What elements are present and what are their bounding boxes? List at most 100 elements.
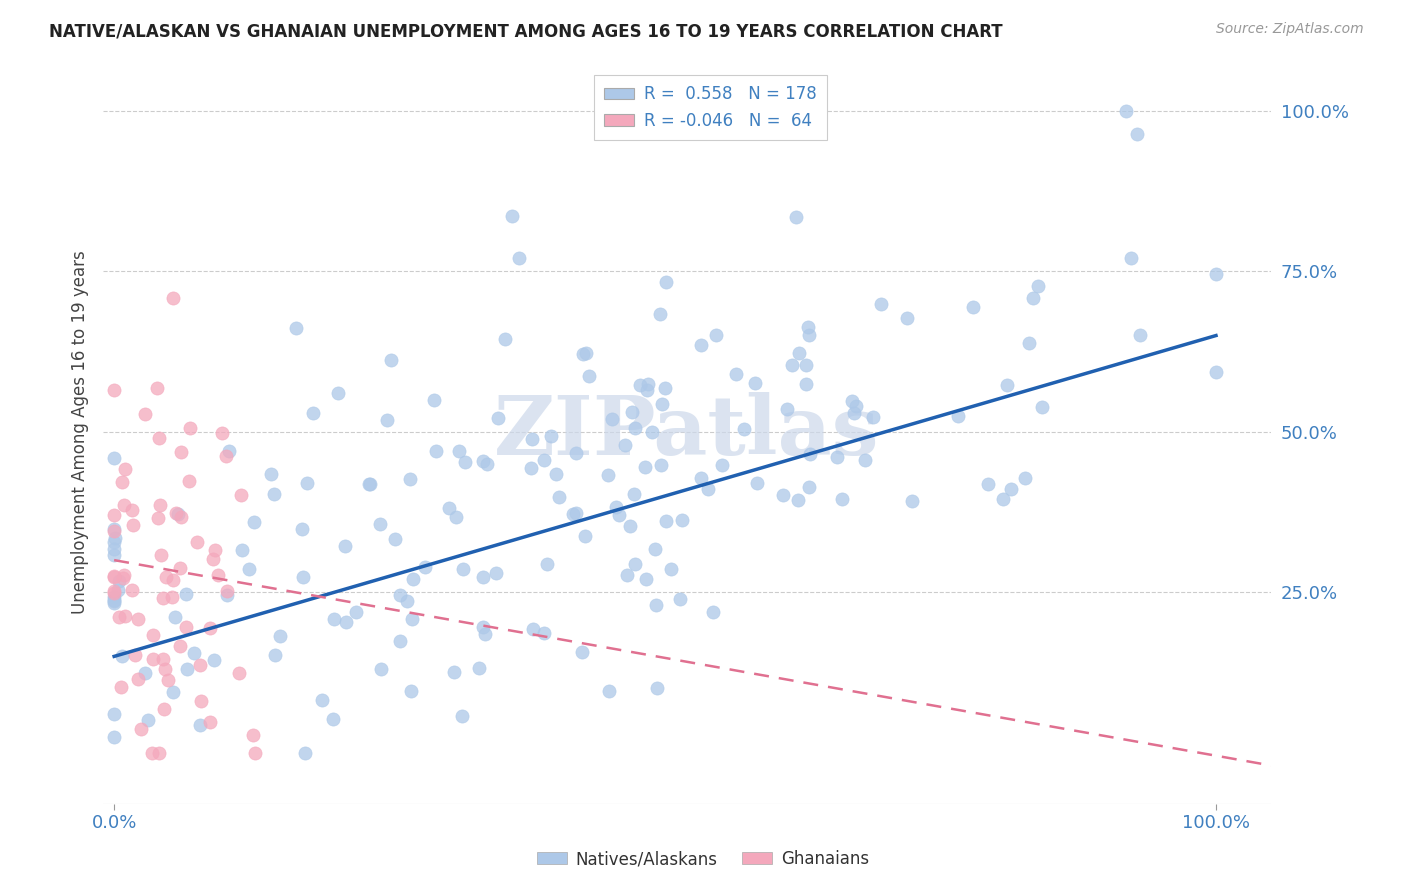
Point (596, 467, 619, 482)
Point (437, 501, 460, 516)
Point (108, 574, 131, 588)
Point (242, 728, 264, 742)
Point (201, 552, 224, 566)
Point (772, 488, 794, 502)
Point (103, 590, 125, 604)
Point (546, 467, 568, 482)
Point (228, 666, 250, 681)
Point (375, 412, 398, 426)
Point (103, 450, 125, 465)
Point (129, 722, 152, 736)
Legend: R =  0.558   N = 178, R = -0.046   N =  64: R = 0.558 N = 178, R = -0.046 N = 64 (595, 76, 827, 140)
Point (104, 531, 127, 545)
Text: NATIVE/ALASKAN VS GHANAIAN UNEMPLOYMENT AMONG AGES 16 TO 19 YEARS CORRELATION CH: NATIVE/ALASKAN VS GHANAIAN UNEMPLOYMENT … (49, 22, 1002, 40)
Point (263, 487, 285, 501)
Point (600, 412, 623, 426)
Point (111, 571, 134, 585)
Point (218, 443, 240, 458)
Point (380, 353, 402, 368)
Point (690, 471, 713, 485)
Point (471, 454, 494, 468)
Point (797, 328, 820, 343)
Point (399, 683, 422, 698)
Point (292, 570, 315, 584)
Point (1000, 482, 1022, 496)
Point (165, 506, 187, 520)
Point (215, 450, 238, 464)
Point (651, 397, 673, 411)
Point (103, 570, 125, 584)
Point (103, 586, 125, 600)
Point (451, 709, 474, 723)
Point (103, 524, 125, 539)
Point (243, 515, 266, 529)
Point (704, 328, 727, 343)
Point (103, 706, 125, 721)
Point (780, 358, 803, 372)
Point (607, 508, 630, 522)
Point (562, 507, 585, 521)
Point (148, 511, 170, 525)
Point (474, 627, 496, 641)
Point (162, 590, 184, 604)
Point (217, 588, 239, 602)
Point (188, 658, 211, 673)
Point (103, 597, 125, 611)
Point (127, 612, 149, 626)
Point (215, 583, 238, 598)
Point (333, 539, 356, 553)
Point (103, 508, 125, 522)
Point (188, 718, 211, 732)
Point (114, 462, 136, 476)
Point (263, 648, 285, 662)
Point (797, 320, 820, 334)
Point (645, 681, 668, 695)
Point (260, 467, 283, 481)
Point (425, 444, 447, 458)
Point (121, 518, 143, 533)
Point (747, 476, 769, 491)
Point (637, 376, 659, 391)
Text: Source: ZipAtlas.com: Source: ZipAtlas.com (1216, 22, 1364, 37)
Point (621, 404, 644, 418)
Point (238, 562, 260, 576)
Point (114, 609, 136, 624)
Point (786, 492, 808, 507)
Point (359, 477, 381, 491)
Point (328, 385, 350, 400)
Point (112, 567, 135, 582)
Point (565, 506, 588, 520)
Point (616, 567, 638, 582)
Point (702, 605, 724, 619)
Point (733, 422, 755, 436)
Point (141, 746, 163, 760)
Point (628, 377, 651, 392)
Point (785, 210, 807, 224)
Point (111, 475, 134, 490)
Point (231, 543, 253, 558)
Point (174, 587, 197, 601)
Point (536, 557, 558, 571)
Point (799, 447, 821, 461)
Point (149, 498, 172, 512)
Point (650, 307, 672, 321)
Point (413, 560, 436, 574)
Point (1115, 103, 1137, 118)
Point (384, 533, 406, 547)
Point (1129, 328, 1152, 343)
Point (571, 644, 593, 658)
Point (146, 381, 169, 395)
Point (103, 593, 125, 607)
Legend: Natives/Alaskans, Ghanaians: Natives/Alaskans, Ghanaians (530, 844, 876, 875)
Point (533, 625, 555, 640)
Point (794, 358, 817, 372)
Point (995, 377, 1018, 392)
Point (183, 647, 205, 661)
Point (444, 509, 467, 524)
Point (475, 458, 498, 472)
Point (655, 514, 678, 528)
Point (107, 582, 129, 597)
Point (103, 730, 125, 744)
Point (845, 399, 868, 413)
Point (711, 458, 734, 472)
